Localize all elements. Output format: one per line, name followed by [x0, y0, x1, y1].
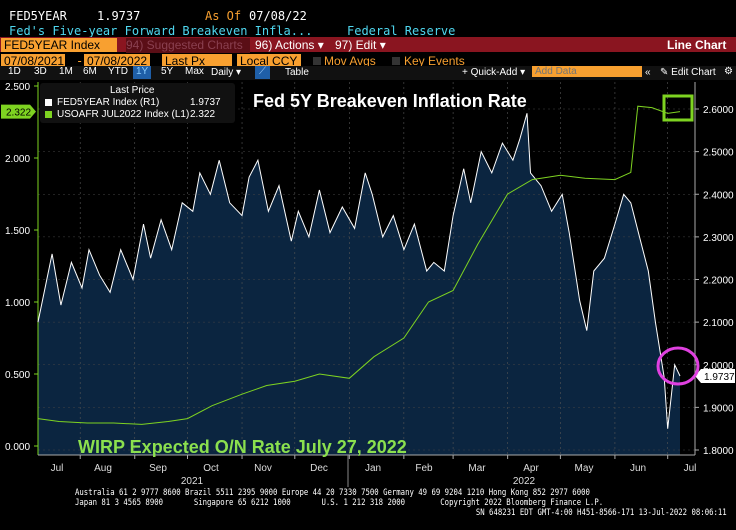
legend-heading: Last Price — [110, 85, 155, 96]
key-events-label[interactable]: Key Events — [404, 54, 465, 68]
legend-swatch-white — [45, 99, 52, 106]
legend: Last Price FED5YEAR Index (R1) 1.9737 US… — [40, 83, 235, 123]
left-tick-label: 2.000 — [5, 154, 30, 165]
source: Federal Reserve — [347, 24, 456, 38]
right-tick-label: 2.2000 — [703, 276, 734, 287]
key-events-checkbox[interactable] — [392, 57, 400, 65]
actions-menu[interactable]: 96) Actions ▾ — [255, 38, 324, 52]
x-tick-label: Oct — [203, 463, 219, 474]
legend-value-2: 2.322 — [190, 109, 216, 120]
right-tick-label: 2.1000 — [703, 318, 734, 329]
period-6m[interactable]: 6M — [83, 66, 97, 77]
highlight-circle — [656, 346, 700, 386]
right-last-tag-label: 1.9737 — [704, 372, 735, 383]
right-tick-label: 1.8000 — [703, 446, 734, 457]
left-tick-label: 0.500 — [5, 370, 30, 381]
year-label: 2021 — [181, 476, 204, 487]
x-tick-label: Dec — [310, 463, 328, 474]
period-1d[interactable]: 1D — [8, 66, 21, 77]
period-ytd[interactable]: YTD — [108, 66, 128, 77]
settings-gear-icon[interactable]: ⚙ — [724, 66, 733, 77]
right-tick-label: 1.9000 — [703, 403, 734, 414]
x-tick-label: Sep — [149, 463, 167, 474]
x-tick-label: Jan — [365, 463, 381, 474]
x-tick-label: Jul — [51, 463, 64, 474]
description: Fed's Five-year Forward Breakeven Infla.… — [9, 24, 313, 38]
footer: Australia 61 2 9777 8600 Brazil 5511 239… — [75, 488, 603, 508]
period-1m[interactable]: 1M — [59, 66, 73, 77]
period-3d[interactable]: 3D — [34, 66, 47, 77]
add-data-input[interactable] — [532, 66, 642, 77]
x-tick-label: Nov — [254, 463, 272, 474]
ticker: FED5YEAR — [9, 9, 67, 23]
right-last-tag — [695, 368, 735, 383]
start-date-field[interactable]: 07/08/2021 — [1, 54, 65, 68]
edit-menu[interactable]: 97) Edit ▾ — [335, 38, 386, 52]
legend-value-1: 1.9737 — [190, 97, 221, 108]
series-line-fed5year — [37, 113, 681, 429]
left-last-tag — [1, 104, 36, 119]
left-tick-label: 2.500 — [5, 82, 30, 93]
x-tick-label: Jun — [630, 463, 646, 474]
currency-select[interactable]: Local CCY — [237, 54, 301, 68]
left-tick-label: 1.500 — [5, 226, 30, 237]
right-tick-label: 2.6000 — [703, 105, 734, 116]
asof-date: 07/08/22 — [249, 9, 307, 23]
right-tick-label: 2.0000 — [703, 361, 734, 372]
chart-type-label: Line Chart — [667, 38, 727, 52]
x-tick-label: Mar — [468, 463, 486, 474]
x-tick-label: Aug — [94, 463, 112, 474]
frequency-select[interactable]: Daily ▾ — [211, 67, 242, 78]
left-last-tag-label: 2.322 — [6, 108, 31, 119]
last-value: 1.9737 — [97, 9, 141, 23]
chart-title: Fed 5Y Breakeven Inflation Rate — [253, 91, 527, 111]
legend-entry-1: FED5YEAR Index (R1) — [57, 97, 160, 108]
end-date-field[interactable]: 07/08/2022 — [84, 54, 150, 68]
collapse-icon[interactable]: « — [645, 67, 651, 78]
mov-avgs-checkbox[interactable] — [313, 57, 321, 65]
edit-chart-button[interactable]: ✎ Edit Chart — [660, 67, 716, 78]
left-tick-label: 1.000 — [5, 298, 30, 309]
wirp-annotation: WIRP Expected O/N Rate July 27, 2022 — [78, 437, 407, 457]
period-1y[interactable]: 1Y — [133, 66, 152, 79]
mov-avgs-label[interactable]: Mov Avgs — [324, 54, 376, 68]
x-tick-label: Jul — [684, 463, 697, 474]
year-label: 2022 — [513, 476, 536, 487]
security-field[interactable]: FED5YEAR Index — [1, 38, 117, 52]
period-max[interactable]: Max — [185, 66, 204, 77]
fed5year-area — [38, 113, 680, 456]
asof-label: As Of — [205, 9, 242, 23]
quick-add-button[interactable]: + Quick-Add ▾ — [462, 67, 526, 78]
line-chart-icon[interactable]: ⟋ — [255, 66, 270, 79]
x-tick-label: Apr — [523, 463, 539, 474]
table-button[interactable]: Table — [285, 67, 309, 78]
right-tick-label: 2.4000 — [703, 190, 734, 201]
legend-swatch-green — [45, 111, 52, 118]
left-tick-label: 0.000 — [5, 442, 30, 453]
right-tick-label: 2.3000 — [703, 233, 734, 244]
footer-line-3: SN 648231 EDT GMT-4:00 H451-8566-171 13-… — [476, 508, 727, 518]
footer-line-1: Australia 61 2 9777 8600 Brazil 5511 239… — [75, 488, 590, 498]
right-tick-label: 2.5000 — [703, 148, 734, 159]
x-tick-label: Feb — [415, 463, 433, 474]
x-tick-label: May — [575, 463, 594, 474]
suggested-charts-button[interactable]: 94) Suggested Charts — [126, 38, 250, 53]
highlight-box — [662, 94, 694, 122]
period-5y[interactable]: 5Y — [161, 66, 174, 77]
edit-chart-label: Edit Chart — [671, 67, 716, 78]
series-line-usoafr — [37, 105, 681, 425]
legend-entry-2: USOAFR JUL2022 Index (L1) — [57, 109, 190, 120]
field-select[interactable]: Last Px — [162, 54, 232, 68]
footer-line-2: Japan 81 3 4565 8900 Singapore 65 6212 1… — [75, 498, 604, 508]
